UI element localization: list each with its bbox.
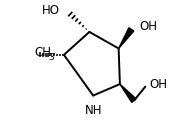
Text: NH: NH xyxy=(84,104,102,117)
Text: OH: OH xyxy=(149,78,167,91)
Text: 3: 3 xyxy=(48,53,54,62)
Polygon shape xyxy=(120,84,136,102)
Text: HO: HO xyxy=(42,4,60,17)
Text: CH: CH xyxy=(35,46,52,59)
Polygon shape xyxy=(119,28,134,48)
Text: OH: OH xyxy=(139,20,157,33)
